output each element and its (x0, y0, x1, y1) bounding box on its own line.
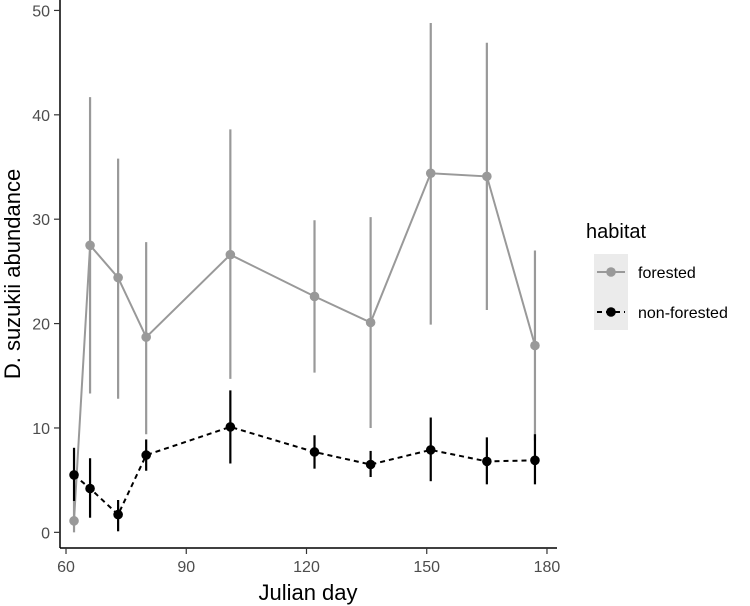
data-point (225, 249, 236, 260)
legend-label: forested (638, 265, 696, 282)
data-point (482, 456, 492, 467)
x-tick-label: 120 (293, 559, 320, 576)
data-point (482, 171, 492, 182)
data-point (69, 470, 79, 480)
y-axis-title: D. suzukii abundance (0, 169, 25, 379)
legend-title: habitat (586, 221, 646, 243)
series-line (73, 425, 536, 517)
axes: 60 90 120 150 180 0 10 20 30 40 50 (32, 0, 560, 576)
y-tick-label: 50 (32, 3, 50, 20)
data-point (141, 450, 151, 460)
y-tick-label: 0 (41, 525, 50, 542)
x-tick-label: 150 (413, 559, 440, 576)
data-point (85, 483, 95, 494)
x-tick-label: 180 (534, 559, 561, 576)
legend-label: non-forested (638, 305, 728, 322)
legend-key-background (594, 254, 628, 330)
data-point (365, 317, 376, 328)
data-point (113, 509, 123, 520)
data-point (85, 240, 95, 251)
x-tick-label: 60 (57, 559, 75, 576)
legend-key-point (606, 307, 616, 317)
data-point (365, 459, 376, 470)
y-tick-label: 20 (32, 317, 50, 334)
data-point (141, 332, 151, 342)
y-tick-label: 10 (32, 421, 50, 438)
series-forested (69, 22, 540, 533)
x-tick-label: 90 (177, 559, 195, 576)
data-point (425, 445, 436, 455)
legend: habitat forested non-forested (586, 221, 728, 330)
data-point (225, 422, 236, 432)
data-point (309, 447, 320, 457)
data-point (69, 516, 79, 526)
y-tick-label: 30 (32, 212, 50, 229)
legend-key-point (606, 267, 616, 277)
data-point (113, 272, 123, 283)
data-point (425, 168, 436, 179)
plot-area (69, 22, 540, 533)
series-line (73, 172, 536, 521)
data-point (530, 340, 540, 351)
x-axis-title: Julian day (258, 580, 357, 605)
y-tick-label: 40 (32, 108, 50, 125)
data-point (530, 455, 540, 466)
series-non-forested (69, 390, 540, 532)
data-point (309, 291, 320, 302)
